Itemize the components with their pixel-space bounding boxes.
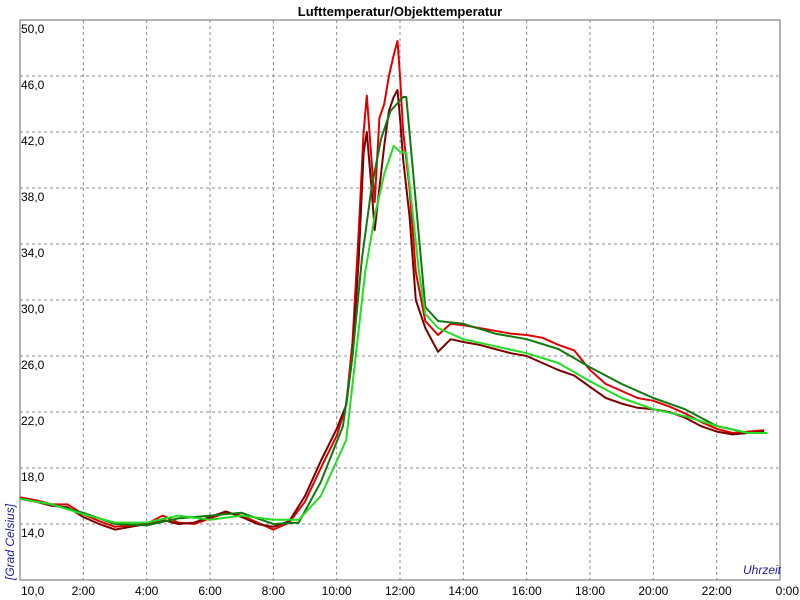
x-tick-label: 12:00 [385, 584, 415, 598]
plot-frame [19, 19, 781, 581]
x-tick-label: 4:00 [135, 584, 159, 598]
y-tick-label: 42,0 [21, 134, 45, 148]
x-tick-label: 6:00 [198, 584, 222, 598]
tick-labels: 10,0 2:00 4:00 6:00 8:00 10:00 12:00 14:00 16:00… [21, 22, 799, 598]
y-tick-label: 50,0 [21, 22, 45, 36]
y-tick-label: 14,0 [21, 526, 45, 540]
y-tick-label: 46,0 [21, 78, 45, 92]
x-tick-label: 20:00 [638, 584, 668, 598]
y-tick-label: 34,0 [21, 246, 45, 260]
y-tick-label: 30,0 [21, 302, 45, 316]
x-tick-label: 8:00 [262, 584, 286, 598]
y-tick-label: 26,0 [21, 358, 45, 372]
x-tick-label: 10,0 [21, 584, 45, 598]
y-axis-label: [Grad Celsius] [3, 503, 17, 581]
x-tick-label: 2:00 [72, 584, 96, 598]
chart-title: Lufttemperatur/Objekttemperatur [298, 4, 502, 19]
grid [20, 20, 780, 580]
series-line-4 [19, 145, 768, 524]
y-tick-label: 38,0 [21, 190, 45, 204]
x-axis-label: Uhrzeit [743, 563, 782, 577]
x-tick-label: 18:00 [575, 584, 605, 598]
series-line-2 [19, 89, 765, 531]
x-tick-label: 10:00 [322, 584, 352, 598]
series-line-1 [19, 40, 765, 531]
y-tick-label: 22,0 [21, 414, 45, 428]
x-tick-label: 0:00 [776, 584, 800, 598]
x-tick-label: 14:00 [448, 584, 478, 598]
series-line-3 [19, 96, 768, 527]
x-tick-label: 16:00 [512, 584, 542, 598]
series-group [19, 40, 768, 531]
y-tick-label: 18,0 [21, 470, 45, 484]
x-tick-label: 22:00 [702, 584, 732, 598]
